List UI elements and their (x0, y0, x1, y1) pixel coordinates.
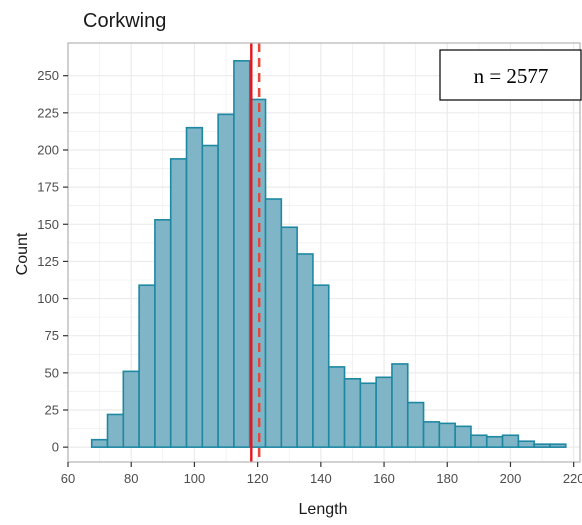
histogram-bar (391, 363, 409, 448)
y-tick-label: 175 (37, 180, 59, 195)
histogram-bar (359, 382, 377, 448)
y-axis-title: Count (14, 232, 31, 275)
histogram-bar (201, 144, 219, 448)
x-tick-label: 220 (563, 471, 582, 486)
histogram-bar (327, 366, 346, 448)
x-tick-label: 180 (436, 471, 458, 486)
y-tick-label: 125 (37, 254, 59, 269)
histogram-bar (217, 113, 235, 448)
x-tick-label: 80 (124, 471, 138, 486)
x-tick-label: 100 (184, 471, 206, 486)
y-tick-label: 75 (45, 328, 59, 343)
histogram-bar (122, 370, 140, 448)
histogram-bar (138, 284, 156, 448)
y-tick-label: 250 (37, 68, 59, 83)
x-axis-title: Length (299, 501, 348, 518)
y-tick-label: 150 (37, 217, 59, 232)
bars (90, 60, 567, 448)
y-tick-label: 0 (52, 440, 59, 455)
panel-border (67, 42, 581, 463)
histogram-bar (343, 377, 362, 448)
x-tick-label: 60 (61, 471, 75, 486)
histogram-bar (549, 443, 567, 448)
histogram-bar (454, 425, 472, 448)
histogram-bar (169, 158, 188, 448)
x-tick-label: 140 (310, 471, 332, 486)
histogram-bar (501, 434, 520, 448)
x-tick-label: 160 (373, 471, 395, 486)
y-tick-label: 200 (37, 142, 59, 157)
histogram-bar (422, 421, 441, 448)
x-tick-label: 120 (247, 471, 269, 486)
y-tick-label: 225 (37, 105, 59, 120)
histogram-bar (438, 422, 456, 448)
histogram-bar (470, 434, 488, 448)
histogram-bar (533, 443, 551, 448)
histogram-bar (106, 413, 125, 448)
y-tick-label: 100 (37, 291, 59, 306)
histogram-bar (312, 284, 330, 448)
reference-lines (250, 43, 261, 462)
histogram-bar (406, 401, 425, 448)
histogram-bar (154, 219, 172, 448)
histogram-bar (280, 226, 298, 448)
histogram-bar (264, 198, 283, 448)
histogram-bar (375, 376, 393, 448)
y-tick-label: 50 (45, 365, 59, 380)
x-axis: 60 80 100 120 140 160 180 200 220 (61, 462, 582, 486)
y-axis: 0 25 50 75 100 125 150 175 200 225 250 (37, 68, 68, 455)
histogram-bar (185, 126, 204, 448)
histogram-bar (233, 60, 251, 448)
histogram-bar (90, 438, 109, 448)
chart-title: Corkwing (83, 10, 166, 32)
histogram-bar (296, 253, 314, 448)
y-tick-label: 25 (45, 402, 59, 417)
sample-size-label: n = 2577 (474, 64, 549, 88)
x-tick-label: 200 (500, 471, 522, 486)
histogram-bar (485, 435, 504, 448)
histogram-bar (517, 440, 535, 448)
sample-size-box (439, 49, 582, 101)
